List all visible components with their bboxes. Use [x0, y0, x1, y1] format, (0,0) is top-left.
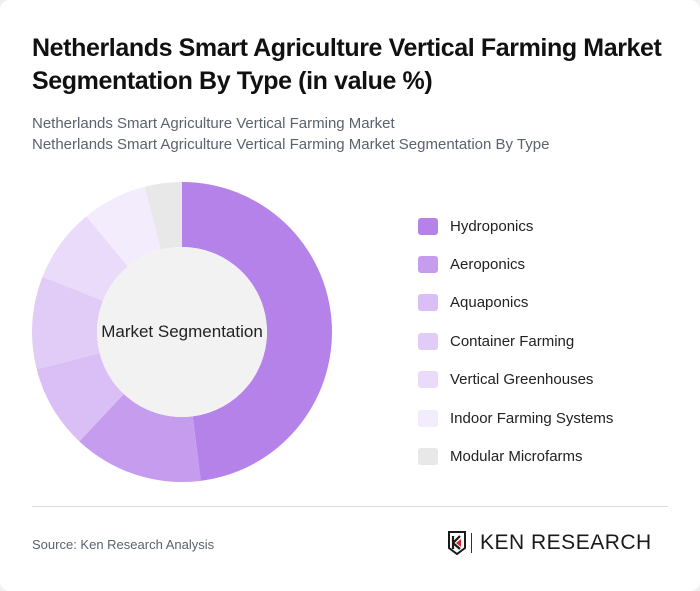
- legend-label: Modular Microfarms: [450, 448, 583, 466]
- legend-item: Vertical Greenhouses: [418, 361, 613, 399]
- donut-slice-aquaponics: [36, 353, 124, 442]
- ken-research-shield-icon: [448, 531, 466, 555]
- subtitle-line-1: Netherlands Smart Agriculture Vertical F…: [32, 115, 395, 132]
- chart-legend: Hydroponics Aeroponics Aquaponics Container…: [418, 207, 613, 476]
- donut-slice-modular-microfarms: [144, 182, 182, 250]
- logo-text: KEN RESEARCH: [480, 531, 652, 554]
- legend-label: Indoor Farming Systems: [450, 409, 614, 427]
- donut-slice-aeroponics: [79, 393, 201, 482]
- logo-separator: [471, 533, 472, 553]
- legend-item: Aquaponics: [418, 284, 613, 322]
- legend-swatch: [418, 448, 438, 466]
- subtitle-line-2: Netherlands Smart Agriculture Vertical F…: [32, 136, 550, 153]
- legend-label: Container Farming: [450, 332, 575, 350]
- donut-slice-container-farming: [32, 276, 103, 370]
- legend-swatch: [418, 409, 438, 427]
- legend-swatch: [418, 294, 438, 312]
- legend-swatch: [418, 217, 438, 235]
- donut-slice-vertical-greenhouses: [42, 216, 128, 301]
- legend-swatch: [418, 332, 438, 350]
- legend-label: Aquaponics: [450, 294, 529, 312]
- ken-research-logo: KEN RESEARCH: [447, 531, 652, 555]
- legend-swatch: [418, 256, 438, 274]
- legend-item: Modular Microfarms: [418, 437, 613, 475]
- legend-item: Container Farming: [418, 322, 613, 360]
- chart-title: Netherlands Smart Agriculture Vertical F…: [32, 34, 662, 95]
- source-note: Source: Ken Research Analysis: [32, 537, 215, 552]
- legend-item: Hydroponics: [418, 207, 613, 245]
- legend-item: Aeroponics: [418, 245, 613, 283]
- donut-slice-indoor-farming-systems: [86, 186, 161, 267]
- legend-label: Vertical Greenhouses: [450, 371, 594, 389]
- donut-slice-hydroponics: [182, 182, 332, 481]
- donut-hole: [97, 247, 267, 417]
- legend-swatch: [418, 371, 438, 389]
- donut-chart: [32, 182, 332, 482]
- footer-divider: [32, 506, 668, 507]
- legend-label: Hydroponics: [450, 217, 534, 235]
- legend-item: Indoor Farming Systems: [418, 399, 613, 437]
- legend-label: Aeroponics: [450, 256, 526, 274]
